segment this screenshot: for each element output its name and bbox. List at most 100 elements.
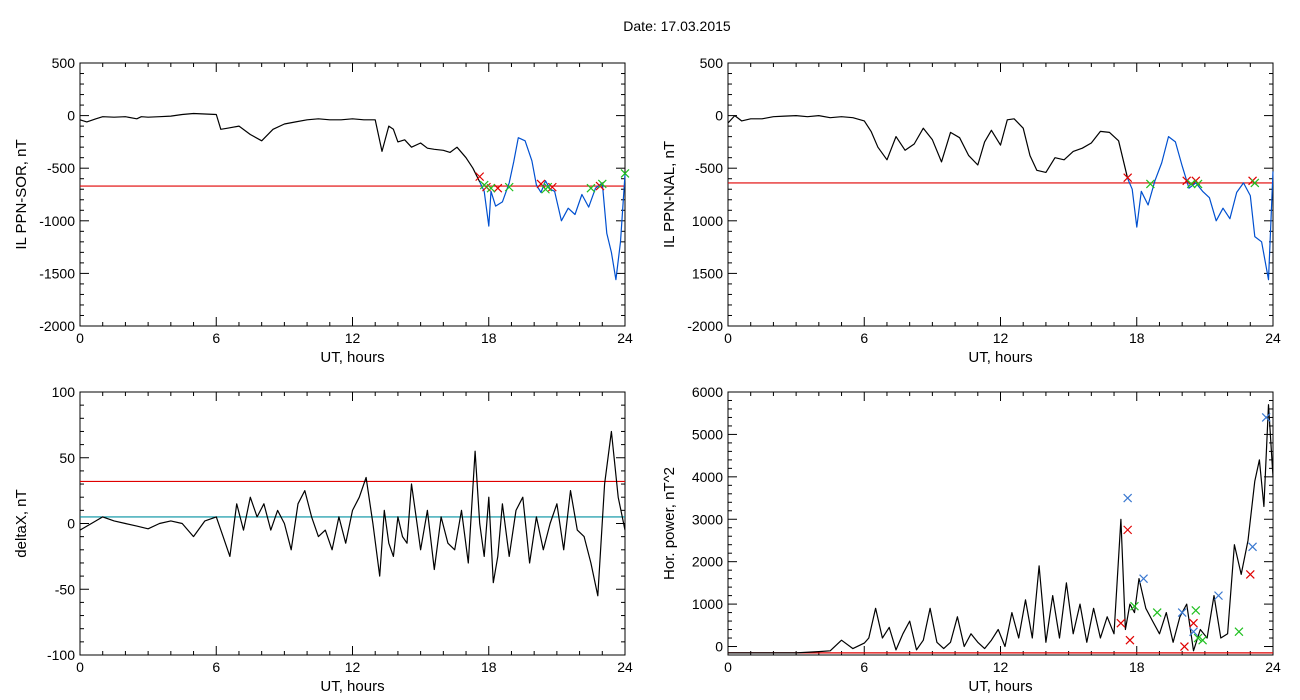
y-tick-label: 0 (715, 108, 723, 124)
cross-marker (1189, 618, 1198, 628)
y-tick-label: 500 (52, 55, 76, 71)
cross-marker (1250, 178, 1260, 188)
page-title: Date: 17.03.2015 (623, 18, 731, 34)
y-tick-label: -1500 (39, 265, 75, 281)
x-tick-label: 0 (76, 330, 84, 346)
y-tick-label: -100 (47, 647, 75, 663)
y-tick-label: 6000 (692, 384, 723, 400)
x-axis-label: UT, hours (968, 349, 1032, 366)
cross-marker (486, 183, 496, 193)
panel-top-left: 0 6 12 18 24 500 0 -500 -1000 -1500 -2000 UT, hours… (13, 55, 633, 366)
x-tick-label: 24 (617, 330, 633, 346)
cross-marker (1125, 635, 1135, 645)
x-tick-label: 18 (1129, 659, 1145, 675)
cross-marker (504, 182, 514, 192)
panel-top-right: 0 6 12 18 24 500 0 -500 1000 1500 -2000 UT, hours IL… (661, 55, 1281, 366)
y-tick-label: 0 (715, 639, 723, 655)
x-tick-label: 18 (481, 330, 497, 346)
x-tick-label: 12 (345, 330, 361, 346)
x-tick-label: 18 (1129, 330, 1145, 346)
y-tick-label: -50 (55, 581, 75, 597)
x-tick-label: 0 (724, 330, 732, 346)
y-tick-label: 0 (67, 516, 75, 532)
cross-marker (1245, 569, 1255, 579)
cross-marker (1116, 618, 1126, 628)
y-tick-label: -1000 (39, 213, 75, 229)
series-line-0 (728, 404, 1274, 654)
cross-marker (597, 179, 607, 189)
cross-marker (1191, 606, 1201, 615)
series-line-1 (1127, 136, 1274, 281)
y-tick-label: 1500 (692, 265, 723, 281)
plot-frame (727, 391, 1274, 656)
x-tick-label: 12 (993, 659, 1009, 675)
x-tick-label: 24 (1265, 330, 1281, 346)
y-tick-label: 1000 (692, 213, 723, 229)
y-tick-label: 5000 (692, 426, 723, 442)
cross-marker (1180, 642, 1189, 651)
cross-marker (1248, 542, 1257, 552)
y-tick-label: 4000 (692, 469, 723, 485)
cross-marker (1234, 627, 1244, 637)
y-axis-label: deltaX, nT (13, 489, 30, 557)
y-tick-label: -500 (47, 160, 75, 176)
cross-marker (1177, 608, 1187, 618)
y-tick-label: 100 (52, 384, 76, 400)
x-axis-label: UT, hours (968, 678, 1032, 695)
plot-frame (727, 62, 1274, 327)
y-tick-label: 2000 (692, 554, 723, 570)
cross-marker (1182, 176, 1192, 186)
cross-marker (1189, 627, 1198, 637)
x-tick-label: 6 (860, 330, 868, 346)
cross-marker (493, 183, 503, 193)
series-line-0 (79, 112, 481, 183)
x-tick-label: 0 (76, 659, 84, 675)
cross-marker (1214, 591, 1223, 601)
cross-marker (1145, 179, 1155, 189)
x-tick-label: 24 (1265, 659, 1281, 675)
x-tick-label: 0 (724, 659, 732, 675)
series-line-0 (727, 114, 1129, 179)
cross-marker (479, 180, 489, 190)
x-tick-label: 24 (617, 659, 633, 675)
x-axis-label: UT, hours (320, 678, 384, 695)
cross-marker (1152, 608, 1162, 618)
x-axis-label: UT, hours (320, 349, 384, 366)
cross-marker (1123, 173, 1133, 183)
y-tick-label: 50 (59, 450, 75, 466)
cross-marker (620, 169, 630, 178)
y-tick-label: 3000 (692, 511, 723, 527)
cross-marker (1123, 493, 1133, 503)
x-tick-label: 12 (345, 659, 361, 675)
y-tick-label: 500 (700, 55, 724, 71)
x-tick-label: 6 (212, 659, 220, 675)
cross-marker (1130, 601, 1139, 611)
cross-marker (1193, 179, 1203, 189)
y-axis-label: Hor. power, nT^2 (661, 467, 678, 580)
cross-marker (1193, 633, 1203, 643)
y-tick-label: 1000 (692, 596, 723, 612)
y-tick-label: -500 (695, 160, 723, 176)
x-tick-label: 12 (993, 330, 1009, 346)
cross-marker (586, 183, 596, 193)
panel-bottom-right: 0 6 12 18 24 6000 5000 4000 3000 2000 1000 0 UT, hou… (661, 384, 1281, 695)
cross-marker (475, 172, 485, 182)
cross-marker (1198, 635, 1208, 645)
series-line-0 (79, 430, 626, 597)
cross-marker (1261, 413, 1271, 422)
y-axis-label: IL PPN-SOR, nT (13, 139, 30, 249)
y-axis-label: IL PPN-NAL, nT (661, 141, 678, 248)
panel-bottom-left: 0 6 12 18 24 100 50 0 -50 -100 UT, hours deltaX, nT (13, 384, 633, 695)
x-tick-label: 18 (481, 659, 497, 675)
series-line-1 (479, 137, 626, 281)
x-tick-label: 6 (860, 659, 868, 675)
y-tick-label: -2000 (687, 318, 723, 334)
cross-marker (543, 182, 553, 192)
cross-marker (1186, 179, 1196, 189)
y-tick-label: -2000 (39, 318, 75, 334)
plot-frame (79, 62, 626, 327)
cross-marker (1139, 574, 1148, 584)
x-tick-label: 6 (212, 330, 220, 346)
cross-marker (1123, 525, 1133, 535)
